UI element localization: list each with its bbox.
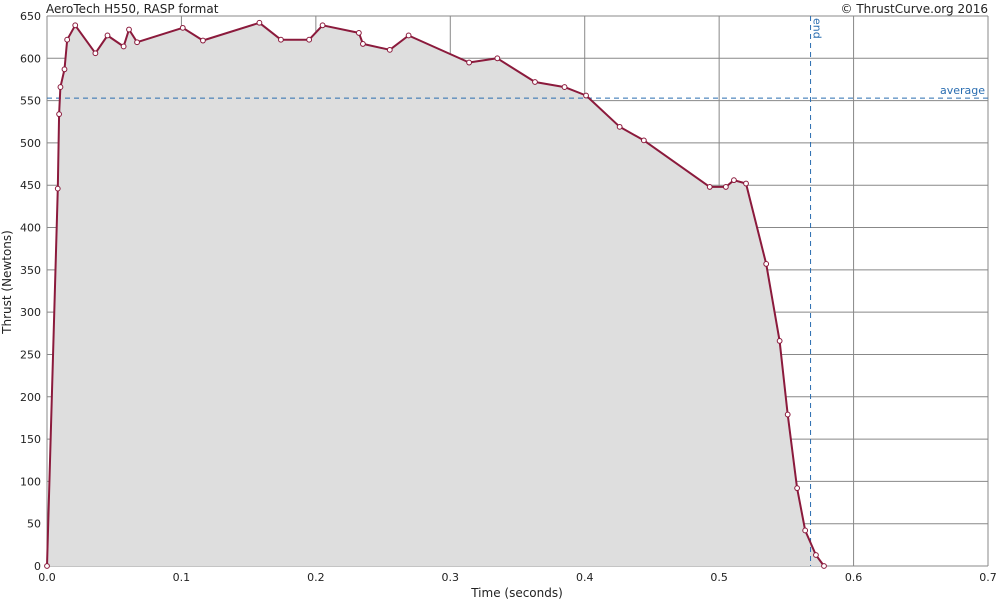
data-point: [706, 184, 713, 190]
credit-text: © ThrustCurve.org 2016: [841, 2, 989, 16]
data-point: [731, 177, 737, 184]
data-point: [126, 26, 132, 33]
x-tick-label: 0.7: [979, 571, 997, 584]
x-axis-label: Time (seconds): [470, 586, 563, 600]
data-point: [179, 24, 186, 31]
data-point: [466, 59, 473, 66]
data-point: [386, 46, 393, 53]
x-tick-label: 0.2: [307, 571, 325, 584]
y-tick-label: 400: [20, 222, 41, 235]
y-tick-label: 200: [20, 391, 41, 404]
data-point: [640, 137, 647, 144]
data-point: [278, 36, 284, 43]
data-point: [306, 36, 313, 43]
data-point: [722, 184, 729, 190]
y-tick-label: 100: [20, 475, 41, 488]
data-point: [57, 84, 64, 90]
y-tick-label: 250: [20, 348, 41, 361]
data-point: [794, 485, 801, 492]
data-point: [616, 123, 623, 130]
y-tick-label: 300: [20, 306, 41, 319]
data-point: [319, 22, 326, 29]
end-line-label: end: [811, 18, 824, 39]
x-tick-label: 0.3: [442, 571, 460, 584]
y-tick-label: 150: [20, 433, 41, 446]
y-tick-label: 600: [20, 52, 41, 65]
data-point: [92, 50, 99, 57]
y-tick-label: 550: [20, 95, 41, 108]
data-point: [813, 552, 819, 558]
data-point: [61, 66, 68, 73]
data-points: [44, 19, 827, 569]
y-tick-label: 50: [27, 518, 41, 531]
data-point: [200, 37, 206, 44]
reference-lines: [47, 16, 988, 566]
x-tick-label: 0.1: [173, 571, 191, 584]
data-point: [72, 22, 79, 29]
y-tick-label: 450: [20, 179, 41, 192]
chart-title: AeroTech H550, RASP format: [46, 2, 219, 16]
data-point: [784, 411, 791, 418]
data-point: [54, 185, 61, 192]
y-tick-label: 350: [20, 264, 41, 277]
tick-labels: 0.0 0.1 0.2 0.3 0.4 0.5 0.6 0.7 0 50 100 150 200 250 3…: [20, 10, 997, 584]
x-tick-label: 0.0: [38, 571, 56, 584]
average-line-label: average: [940, 84, 985, 97]
thrust-series-line: [46, 21, 825, 567]
data-point: [104, 32, 111, 39]
data-point: [763, 261, 770, 267]
data-point: [120, 43, 127, 50]
data-point: [494, 55, 501, 62]
data-point: [360, 41, 366, 47]
thrust-area-fill: [47, 22, 824, 567]
data-point: [405, 32, 412, 39]
y-tick-label: 0: [34, 560, 41, 573]
data-point: [802, 527, 809, 534]
data-point: [532, 79, 538, 85]
x-tick-label: 0.5: [710, 571, 728, 584]
y-tick-label: 500: [20, 137, 41, 150]
x-tick-label: 0.4: [576, 571, 594, 584]
y-tick-label: 650: [20, 10, 41, 23]
data-point: [776, 338, 783, 344]
y-axis-label: Thrust (Newtons): [0, 230, 14, 335]
data-point: [583, 92, 589, 99]
data-point: [56, 111, 62, 118]
data-point: [821, 563, 827, 569]
data-point: [355, 30, 362, 36]
data-point: [561, 84, 568, 90]
x-tick-label: 0.6: [845, 571, 863, 584]
data-point: [44, 563, 50, 569]
data-point: [134, 39, 140, 46]
data-point: [743, 180, 749, 187]
data-point: [64, 36, 71, 43]
data-point: [256, 19, 263, 26]
